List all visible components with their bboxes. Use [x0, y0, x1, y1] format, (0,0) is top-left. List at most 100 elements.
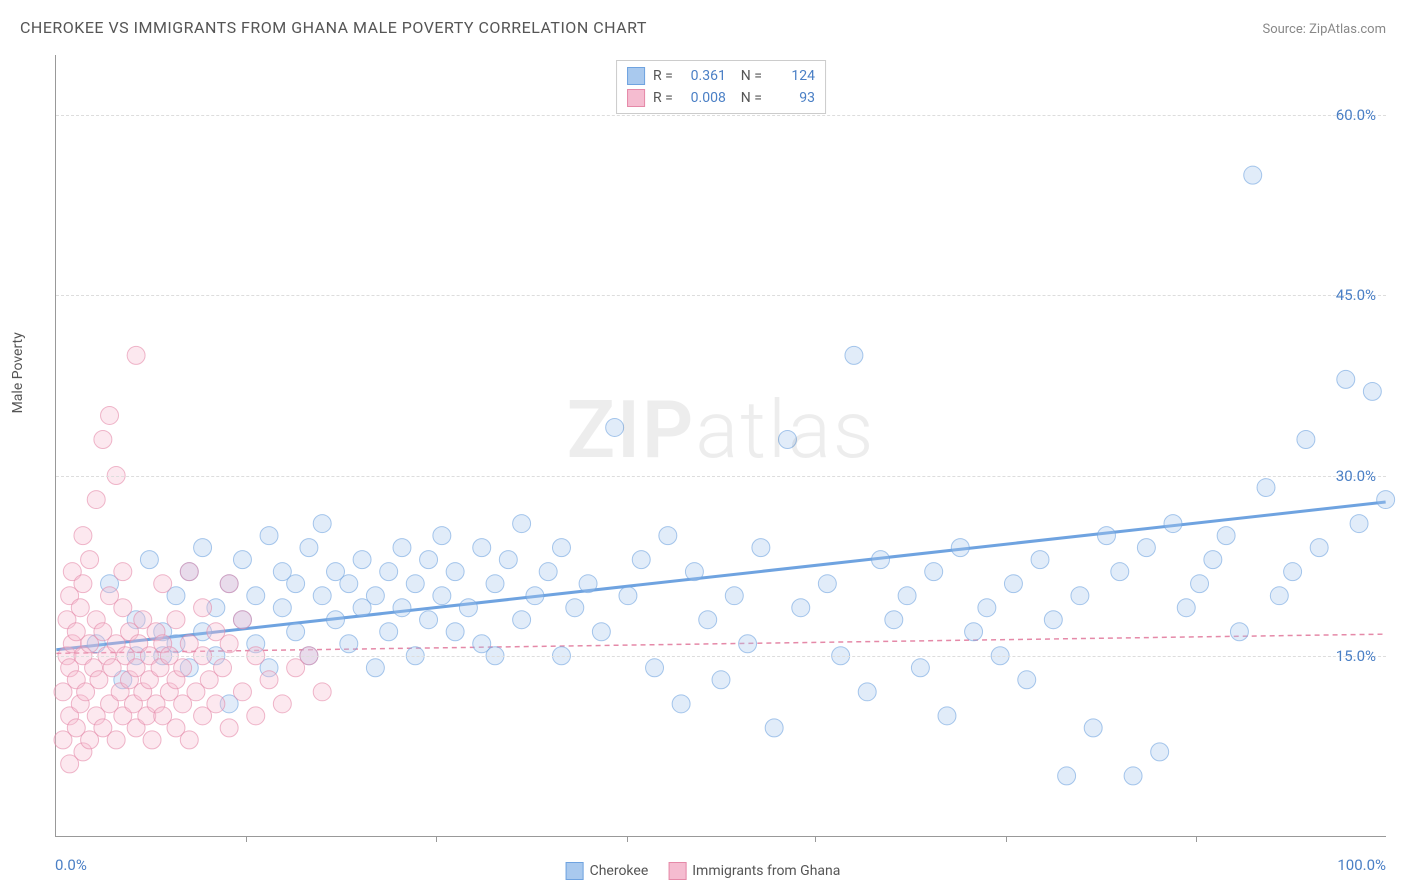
- data-point: [1018, 671, 1036, 689]
- data-point: [1177, 599, 1195, 617]
- data-point: [233, 611, 251, 629]
- data-point: [646, 659, 664, 677]
- data-point: [486, 575, 504, 593]
- data-point: [739, 635, 757, 653]
- legend-r-label: R =: [653, 90, 673, 106]
- data-point: [433, 527, 451, 545]
- data-point: [420, 551, 438, 569]
- data-point: [433, 587, 451, 605]
- data-point: [1111, 563, 1129, 581]
- data-point: [220, 635, 238, 653]
- data-point: [579, 575, 597, 593]
- data-point: [1071, 587, 1089, 605]
- gridline: [56, 115, 1386, 116]
- data-point: [951, 539, 969, 557]
- data-point: [1084, 719, 1102, 737]
- data-point: [552, 539, 570, 557]
- data-point: [101, 406, 119, 424]
- legend-swatch: [627, 67, 645, 85]
- data-point: [1377, 491, 1395, 509]
- data-point: [459, 599, 477, 617]
- data-point: [287, 575, 305, 593]
- data-point: [1098, 527, 1116, 545]
- data-point: [1191, 575, 1209, 593]
- data-point: [473, 539, 491, 557]
- gridline: [56, 295, 1386, 296]
- legend-n-label: N =: [734, 68, 762, 84]
- data-point: [606, 418, 624, 436]
- x-tick: [246, 836, 247, 842]
- data-point: [94, 431, 112, 449]
- legend-bottom-item: Cherokee: [566, 862, 649, 880]
- y-tick-label: 60.0%: [1336, 106, 1376, 124]
- data-point: [214, 659, 232, 677]
- x-tick: [815, 836, 816, 842]
- data-point: [818, 575, 836, 593]
- data-point: [81, 551, 99, 569]
- y-tick-label: 30.0%: [1336, 467, 1376, 485]
- data-point: [273, 599, 291, 617]
- data-point: [1004, 575, 1022, 593]
- data-point: [87, 491, 105, 509]
- data-point: [313, 515, 331, 533]
- data-point: [566, 599, 584, 617]
- y-tick-label: 15.0%: [1336, 647, 1376, 665]
- data-point: [1310, 539, 1328, 557]
- data-point: [712, 671, 730, 689]
- x-tick: [1196, 836, 1197, 842]
- legend-swatch: [627, 89, 645, 107]
- y-axis-label: Male Poverty: [10, 332, 26, 413]
- data-point: [420, 611, 438, 629]
- data-point: [526, 587, 544, 605]
- data-point: [380, 563, 398, 581]
- data-point: [140, 551, 158, 569]
- data-point: [765, 719, 783, 737]
- data-point: [446, 623, 464, 641]
- data-point: [247, 587, 265, 605]
- data-point: [659, 527, 677, 545]
- data-point: [393, 599, 411, 617]
- data-point: [513, 515, 531, 533]
- data-point: [180, 563, 198, 581]
- data-point: [845, 346, 863, 364]
- x-tick: [1006, 836, 1007, 842]
- data-point: [619, 587, 637, 605]
- x-tick: [436, 836, 437, 842]
- data-point: [154, 575, 172, 593]
- legend-bottom: Cherokee Immigrants from Ghana: [566, 862, 841, 880]
- data-point: [327, 611, 345, 629]
- data-point: [632, 551, 650, 569]
- data-point: [107, 731, 125, 749]
- data-point: [71, 599, 89, 617]
- data-point: [513, 611, 531, 629]
- data-point: [1230, 623, 1248, 641]
- data-point: [1124, 767, 1142, 785]
- data-point: [366, 659, 384, 677]
- data-point: [1151, 743, 1169, 761]
- data-point: [220, 575, 238, 593]
- data-point: [1031, 551, 1049, 569]
- y-tick-label: 45.0%: [1336, 286, 1376, 304]
- data-point: [114, 563, 132, 581]
- data-point: [898, 587, 916, 605]
- data-point: [174, 659, 192, 677]
- data-point: [74, 575, 92, 593]
- data-point: [287, 623, 305, 641]
- data-point: [260, 527, 278, 545]
- data-point: [194, 599, 212, 617]
- data-point: [1350, 515, 1368, 533]
- legend-swatch: [668, 862, 686, 880]
- data-point: [220, 719, 238, 737]
- data-point: [938, 707, 956, 725]
- legend-r-value: 0.008: [681, 90, 726, 106]
- data-point: [446, 563, 464, 581]
- data-point: [194, 539, 212, 557]
- data-point: [1058, 767, 1076, 785]
- data-point: [1297, 431, 1315, 449]
- data-point: [778, 431, 796, 449]
- data-point: [965, 623, 983, 641]
- source-label: Source: ZipAtlas.com: [1262, 22, 1386, 37]
- data-point: [300, 539, 318, 557]
- legend-bottom-item: Immigrants from Ghana: [668, 862, 840, 880]
- data-point: [1337, 370, 1355, 388]
